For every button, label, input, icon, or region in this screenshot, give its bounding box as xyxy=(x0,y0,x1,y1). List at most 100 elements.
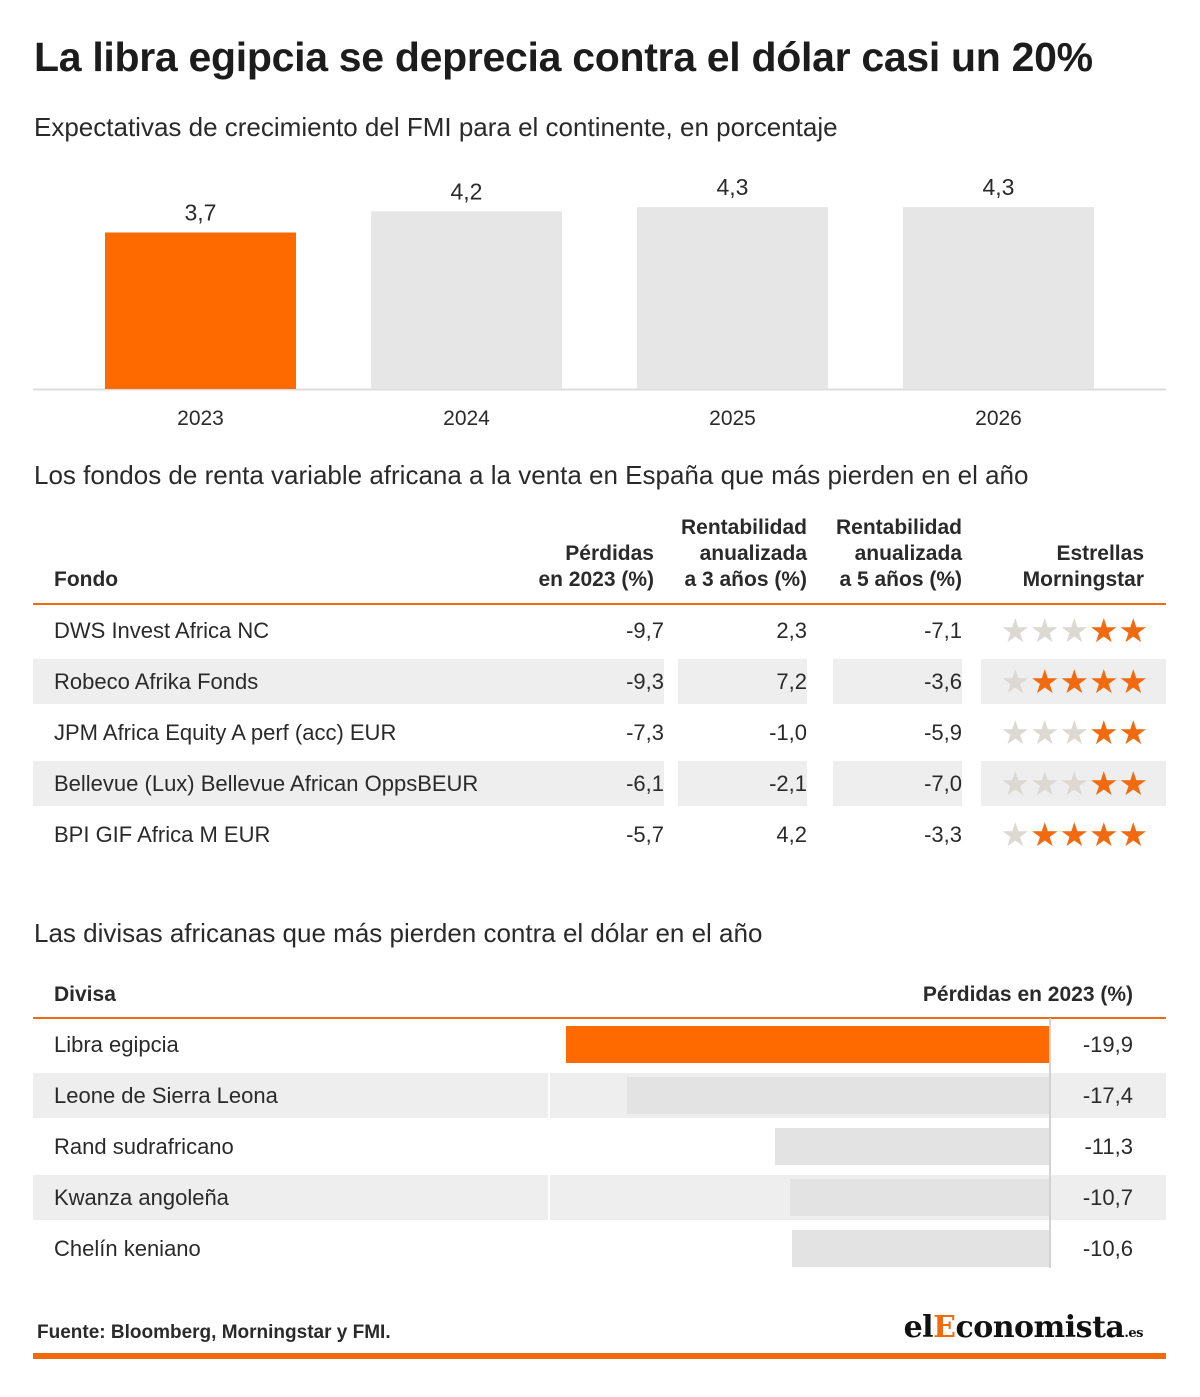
fund-perdidas: -9,7 xyxy=(626,618,664,643)
fund-perdidas: -5,7 xyxy=(626,822,664,847)
currency-value: -11,3 xyxy=(1084,1134,1133,1159)
star-empty-icon: ★ xyxy=(1030,714,1060,751)
header-rent5: Rentabilidad anualizada a 5 años (%) xyxy=(836,515,962,593)
star-filled-icon: ★ xyxy=(1030,663,1060,700)
fund-rent5: -5,9 xyxy=(924,720,962,745)
fund-row: JPM Africa Equity A perf (acc) EUR -7,3 -1… xyxy=(33,707,1166,758)
fund-row: BPI GIF Africa M EUR -5,7 4,2 -3,3 ★ ★ ★ ★ ★ xyxy=(33,809,1166,860)
morningstar-rating: ★ ★ ★ ★ ★ xyxy=(1001,812,1149,857)
logo-part-el: el xyxy=(903,1310,934,1345)
star-filled-icon: ★ xyxy=(1030,816,1060,853)
bottom-accent-line xyxy=(33,1353,1166,1359)
star-empty-icon: ★ xyxy=(1059,765,1090,802)
currency-bar xyxy=(566,1026,1050,1063)
fund-stars: ★ ★ ★ ★ ★ xyxy=(981,710,1166,755)
fund-row: Robeco Afrika Fonds -9,3 7,2 -3,6 ★ ★ ★ ★ ★ xyxy=(33,656,1166,707)
currency-bar-area xyxy=(550,1226,1050,1271)
currency-name: Kwanza angoleña xyxy=(33,1175,548,1220)
fund-rent3: -1,0 xyxy=(769,720,807,745)
currency-row: Leone de Sierra Leona -17,4 xyxy=(33,1070,1166,1121)
star-filled-icon: ★ xyxy=(1059,816,1090,853)
currency-row: Rand sudrafricano -11,3 xyxy=(33,1121,1166,1172)
currency-bar-area xyxy=(550,1175,1050,1220)
morningstar-rating: ★ ★ ★ ★ ★ xyxy=(1001,710,1149,755)
growth-value-label-2026: 4,3 xyxy=(983,174,1015,200)
growth-bar-chart: 3,7 2023 4,2 2024 4,3 2025 4,3 2026 xyxy=(33,174,1166,430)
fund-row: DWS Invest Africa NC -9,7 2,3 -7,1 ★ ★ ★ ★ ★ xyxy=(33,605,1166,656)
star-filled-icon: ★ xyxy=(1089,663,1119,700)
header-divisa: Divisa xyxy=(54,983,116,1006)
fund-rent5: -7,1 xyxy=(924,618,962,643)
growth-value-label-2025: 4,3 xyxy=(717,174,749,200)
currencies-table-header: Divisa Pérdidas en 2023 (%) xyxy=(33,975,1166,1019)
star-filled-icon: ★ xyxy=(1118,765,1149,802)
fund-perdidas: -6,1 xyxy=(523,761,664,806)
star-empty-icon: ★ xyxy=(1000,663,1031,700)
logo-part-conomista: conomista xyxy=(955,1310,1125,1345)
header-rent5-line1: Rentabilidad xyxy=(835,516,962,539)
star-filled-icon: ★ xyxy=(1089,612,1119,649)
star-empty-icon: ★ xyxy=(1059,612,1090,649)
currency-value: -10,7 xyxy=(1050,1175,1166,1220)
header-rent5-line2: anualizada xyxy=(854,542,962,565)
currencies-table-body: Libra egipcia -19,9 Leone de Sierra Leona -… xyxy=(33,1019,1166,1274)
growth-bar-2024 xyxy=(371,211,562,389)
header-estrellas-line1: Estrellas xyxy=(1056,542,1144,565)
fund-stars: ★ ★ ★ ★ ★ xyxy=(981,659,1166,704)
header-rent3-line2: anualizada xyxy=(699,542,807,565)
currencies-table: Divisa Pérdidas en 2023 (%) Libra egipci… xyxy=(33,975,1166,1274)
header-fondo: Fondo xyxy=(54,568,119,591)
funds-table-body: DWS Invest Africa NC -9,7 2,3 -7,1 ★ ★ ★ ★ ★ Robe… xyxy=(33,605,1166,860)
header-perdidas: Pérdidas en 2023 (%) xyxy=(538,541,654,593)
star-empty-icon: ★ xyxy=(1000,765,1031,802)
currency-row: Chelín keniano -10,6 xyxy=(33,1223,1166,1274)
star-filled-icon: ★ xyxy=(1089,714,1119,751)
star-empty-icon: ★ xyxy=(1030,765,1060,802)
currency-row: Kwanza angoleña -10,7 xyxy=(33,1172,1166,1223)
currency-bar-axis xyxy=(1049,1018,1051,1268)
header-rent5-line3: a 5 años (%) xyxy=(839,568,962,591)
fund-rent3: 7,2 xyxy=(678,659,807,704)
growth-chart-subtitle: Expectativas de crecimiento del FMI para… xyxy=(34,112,838,142)
currency-bar xyxy=(627,1077,1050,1114)
star-filled-icon: ★ xyxy=(1118,612,1149,649)
currency-row: Libra egipcia -19,9 xyxy=(33,1019,1166,1070)
funds-table: Fondo Pérdidas en 2023 (%) Rentabilidad … xyxy=(33,515,1166,860)
growth-bar-2023 xyxy=(105,232,296,389)
growth-value-label-2024: 4,2 xyxy=(451,178,483,204)
header-rent3-line1: Rentabilidad xyxy=(680,516,807,539)
fund-perdidas: -9,3 xyxy=(523,659,664,704)
growth-bar-2025 xyxy=(637,207,828,389)
fund-perdidas: -7,3 xyxy=(626,720,664,745)
currency-value: -17,4 xyxy=(1050,1073,1166,1118)
logo-part-es: .es xyxy=(1124,1326,1143,1341)
fund-rent5: -3,3 xyxy=(924,822,962,847)
fund-name: DWS Invest Africa NC xyxy=(54,618,270,643)
star-empty-icon: ★ xyxy=(1030,612,1060,649)
fund-rent5: -7,0 xyxy=(833,761,962,806)
page-title: La libra egipcia se deprecia contra el d… xyxy=(34,34,1093,80)
fund-rent3: 4,2 xyxy=(776,822,807,847)
star-empty-icon: ★ xyxy=(1000,816,1031,853)
star-filled-icon: ★ xyxy=(1089,765,1119,802)
fund-name: BPI GIF Africa M EUR xyxy=(54,822,271,847)
header-perdidas-2023: Pérdidas en 2023 (%) xyxy=(922,983,1133,1006)
fund-name: Robeco Afrika Fonds xyxy=(33,659,541,704)
star-filled-icon: ★ xyxy=(1059,663,1090,700)
star-filled-icon: ★ xyxy=(1089,816,1119,853)
currencies-subtitle: Las divisas africanas que más pierden co… xyxy=(34,918,763,948)
funds-table-header: Fondo Pérdidas en 2023 (%) Rentabilidad … xyxy=(33,515,1166,605)
currency-name: Leone de Sierra Leona xyxy=(33,1073,548,1118)
currency-name: Libra egipcia xyxy=(54,1032,179,1057)
fund-row: Bellevue (Lux) Bellevue African OppsBEUR… xyxy=(33,758,1166,809)
funds-subtitle: Los fondos de renta variable africana a … xyxy=(34,460,1029,490)
header-perdidas-line1: Pérdidas xyxy=(565,542,654,565)
fund-name: JPM Africa Equity A perf (acc) EUR xyxy=(54,720,397,745)
currency-bar xyxy=(789,1179,1050,1216)
header-perdidas-line2: en 2023 (%) xyxy=(538,568,654,591)
header-rent3: Rentabilidad anualizada a 3 años (%) xyxy=(681,515,807,593)
fund-rent5: -3,6 xyxy=(833,659,962,704)
logo-part-e: E xyxy=(933,1310,956,1345)
eleconomista-logo: elEconomista.es xyxy=(903,1310,1144,1345)
star-empty-icon: ★ xyxy=(1000,714,1031,751)
